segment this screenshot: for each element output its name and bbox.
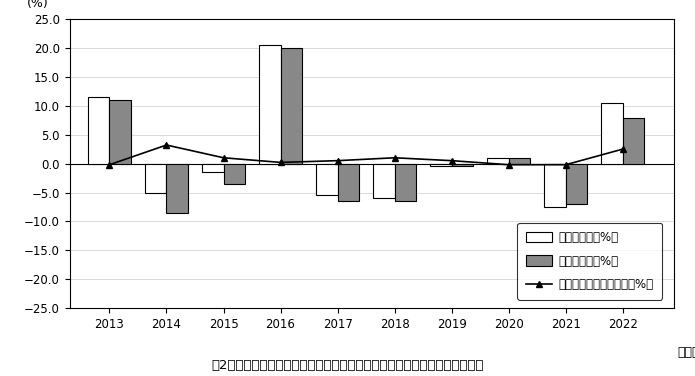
- Bar: [509, 158, 530, 164]
- Bar: [202, 164, 224, 172]
- Bar: [145, 164, 167, 193]
- Bar: [623, 118, 644, 164]
- Bar: [566, 164, 587, 204]
- Bar: [88, 97, 109, 164]
- Bar: [430, 164, 452, 167]
- Bar: [338, 164, 359, 201]
- Bar: [281, 48, 302, 164]
- Bar: [487, 158, 509, 164]
- Bar: [395, 164, 416, 201]
- Bar: [544, 164, 566, 207]
- Bar: [109, 100, 131, 164]
- Bar: [373, 164, 395, 198]
- Legend: 名目増減率（%）, 実質増減率（%）, 消費者物価指数変化率（%）: 名目増減率（%）, 実質増減率（%）, 消費者物価指数変化率（%）: [518, 223, 662, 300]
- Bar: [452, 164, 473, 167]
- Text: 図2　消費支出の対前年増減率の推移（二人以上の世帯のうち勤労者世帯）: 図2 消費支出の対前年増減率の推移（二人以上の世帯のうち勤労者世帯）: [211, 359, 484, 372]
- Text: (%): (%): [27, 0, 49, 10]
- Bar: [224, 164, 245, 184]
- Bar: [259, 45, 281, 164]
- Bar: [316, 164, 338, 196]
- Bar: [601, 103, 623, 164]
- Text: （年）: （年）: [677, 346, 695, 359]
- Bar: [167, 164, 188, 213]
